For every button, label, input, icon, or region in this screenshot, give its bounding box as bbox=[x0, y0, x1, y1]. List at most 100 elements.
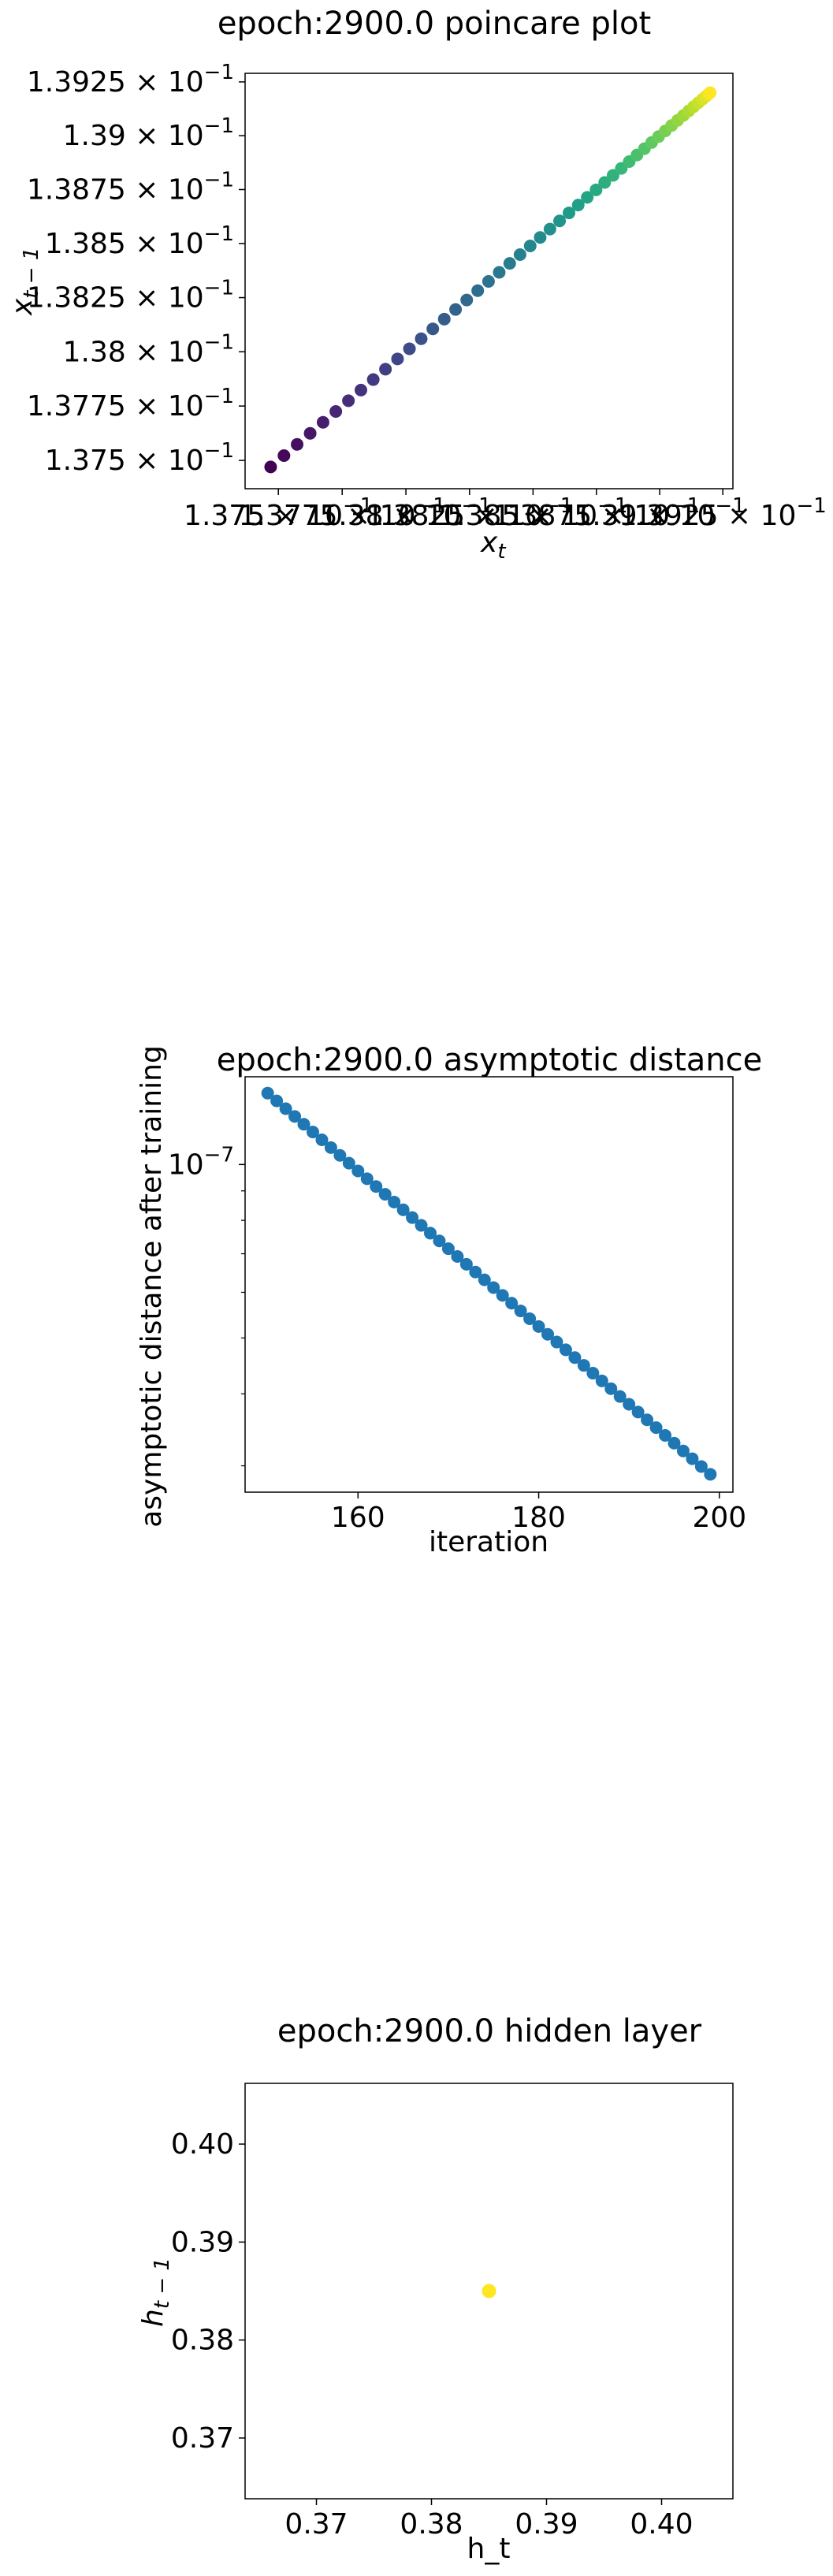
asymptotic-y-label: asymptotic distance after training bbox=[136, 1045, 168, 1528]
asymptotic-point bbox=[324, 1141, 337, 1154]
poincare-point bbox=[303, 426, 317, 440]
hidden-y-label-sub: t − 1 bbox=[151, 2258, 174, 2309]
poincare-point bbox=[291, 437, 304, 451]
poincare-x-tick-label: 1.3875 × 10−1 bbox=[493, 494, 700, 532]
asymptotic-point bbox=[523, 1312, 537, 1325]
asymptotic-point bbox=[288, 1110, 302, 1123]
poincare-plot-frame bbox=[244, 73, 734, 490]
asymptotic-point bbox=[577, 1359, 590, 1372]
asymptotic-point bbox=[297, 1118, 311, 1131]
hidden-plot-frame bbox=[244, 2083, 734, 2500]
poincare-chart: epoch:2900.0 poincare plot 1.375 × 10−11… bbox=[6, 6, 827, 564]
poincare-point bbox=[354, 383, 367, 396]
poincare-point bbox=[581, 191, 594, 204]
asymptotic-point bbox=[496, 1289, 509, 1302]
asymptotic-point bbox=[370, 1180, 383, 1193]
asymptotic-x-label: iteration bbox=[429, 1526, 549, 1558]
asymptotic-point bbox=[478, 1273, 491, 1286]
poincare-y-tick-label: 1.38 × 10−1 bbox=[63, 330, 234, 368]
poincare-x-tick-label: 1.3925 × 10−1 bbox=[619, 494, 827, 532]
hidden-x-label: h_t bbox=[467, 2533, 511, 2565]
poincare-point bbox=[704, 86, 717, 99]
poincare-point bbox=[513, 248, 526, 261]
hidden-layer-chart: epoch:2900.0 hidden layer 0.370.380.390.… bbox=[137, 2013, 734, 2565]
asymptotic-point bbox=[378, 1188, 392, 1201]
poincare-point bbox=[460, 293, 474, 307]
asymptotic-point bbox=[315, 1133, 329, 1146]
asymptotic-point bbox=[261, 1086, 274, 1100]
asymptotic-point bbox=[649, 1421, 663, 1435]
asymptotic-point bbox=[686, 1452, 699, 1465]
asymptotic-y-tick-label: 10−7 bbox=[168, 1143, 234, 1181]
poincare-point bbox=[534, 231, 547, 244]
poincare-y-ticks: 1.375 × 10−1 1.3775 × 10−1 1.38 × 10−1 1.38… bbox=[27, 61, 245, 477]
poincare-point bbox=[571, 199, 585, 212]
poincare-y-label-base: x bbox=[6, 298, 39, 316]
asymptotic-point bbox=[433, 1234, 446, 1248]
poincare-point bbox=[598, 176, 612, 189]
poincare-point bbox=[391, 352, 404, 366]
asymptotic-point bbox=[659, 1428, 672, 1442]
poincare-point bbox=[366, 373, 380, 386]
poincare-x-label: xt bbox=[480, 527, 506, 564]
asymptotic-point bbox=[604, 1382, 618, 1395]
asymptotic-plot-frame bbox=[244, 1076, 734, 1493]
asymptotic-point bbox=[641, 1413, 654, 1427]
poincare-x-tick-label: 1.39 × 10−1 bbox=[574, 494, 745, 532]
asymptotic-point bbox=[668, 1436, 681, 1450]
asymptotic-point bbox=[631, 1405, 645, 1419]
asymptotic-y-ticks: 10−7 bbox=[168, 1143, 245, 1467]
asymptotic-point bbox=[406, 1211, 419, 1224]
hidden-points bbox=[482, 2284, 496, 2299]
poincare-y-tick-label: 1.385 × 10−1 bbox=[45, 222, 234, 260]
asymptotic-point bbox=[351, 1164, 365, 1178]
poincare-x-tick-label: 1.38 × 10−1 bbox=[320, 494, 491, 532]
hidden-y-tick-label: 0.40 bbox=[171, 2128, 234, 2161]
poincare-x-tick-label: 1.3775 × 10−1 bbox=[239, 494, 446, 532]
poincare-point bbox=[403, 342, 416, 356]
poincare-x-ticks: 1.375 × 10−11.3775 × 10−11.38 × 10−11.38… bbox=[184, 489, 827, 532]
asymptotic-point bbox=[623, 1398, 636, 1411]
hidden-y-tick-label: 0.39 bbox=[171, 2226, 234, 2258]
asymptotic-point bbox=[279, 1102, 292, 1115]
asymptotic-point bbox=[487, 1281, 500, 1294]
poincare-point bbox=[316, 415, 329, 429]
hidden-y-tick-label: 0.37 bbox=[171, 2422, 234, 2455]
asymptotic-point bbox=[441, 1242, 455, 1256]
asymptotic-title: epoch:2900.0 asymptotic distance bbox=[217, 1042, 763, 1078]
poincare-point bbox=[449, 303, 463, 316]
asymptotic-point bbox=[360, 1172, 374, 1186]
poincare-point bbox=[589, 183, 603, 196]
poincare-x-tick-label: 1.3825 × 10−1 bbox=[366, 494, 573, 532]
asymptotic-point bbox=[505, 1297, 519, 1310]
asymptotic-point bbox=[459, 1257, 473, 1271]
poincare-point bbox=[553, 214, 567, 228]
poincare-point bbox=[562, 207, 575, 220]
poincare-point bbox=[415, 332, 428, 345]
asymptotic-point bbox=[550, 1335, 563, 1349]
hidden-y-label: ht − 1 bbox=[137, 2258, 174, 2327]
poincare-point bbox=[606, 169, 619, 182]
poincare-y-tick-label: 1.39 × 10−1 bbox=[63, 114, 234, 152]
poincare-point bbox=[471, 284, 485, 297]
asymptotic-point bbox=[514, 1305, 527, 1318]
asymptotic-x-tick-label: 160 bbox=[331, 1502, 385, 1534]
hidden-x-tick-label: 0.37 bbox=[284, 2508, 348, 2541]
poincare-x-label-sub: t bbox=[497, 540, 506, 564]
poincare-points bbox=[264, 86, 717, 474]
hidden-y-tick-label: 0.38 bbox=[171, 2325, 234, 2357]
poincare-y-tick-label: 1.3875 × 10−1 bbox=[27, 168, 234, 206]
poincare-point bbox=[426, 322, 440, 336]
poincare-y-tick-label: 1.3925 × 10−1 bbox=[27, 61, 234, 99]
asymptotic-point bbox=[595, 1374, 608, 1387]
hidden-x-ticks: 0.37 0.38 0.39 0.40 bbox=[284, 2499, 694, 2541]
poincare-point bbox=[264, 460, 277, 474]
asymptotic-point bbox=[532, 1320, 545, 1333]
asymptotic-x-tick-label: 200 bbox=[692, 1502, 746, 1534]
poincare-y-tick-label: 1.3825 × 10−1 bbox=[27, 277, 234, 315]
asymptotic-point bbox=[451, 1250, 464, 1264]
poincare-y-label: xt − 1 bbox=[6, 248, 43, 316]
asymptotic-point bbox=[396, 1203, 410, 1216]
asymptotic-point bbox=[568, 1351, 582, 1364]
